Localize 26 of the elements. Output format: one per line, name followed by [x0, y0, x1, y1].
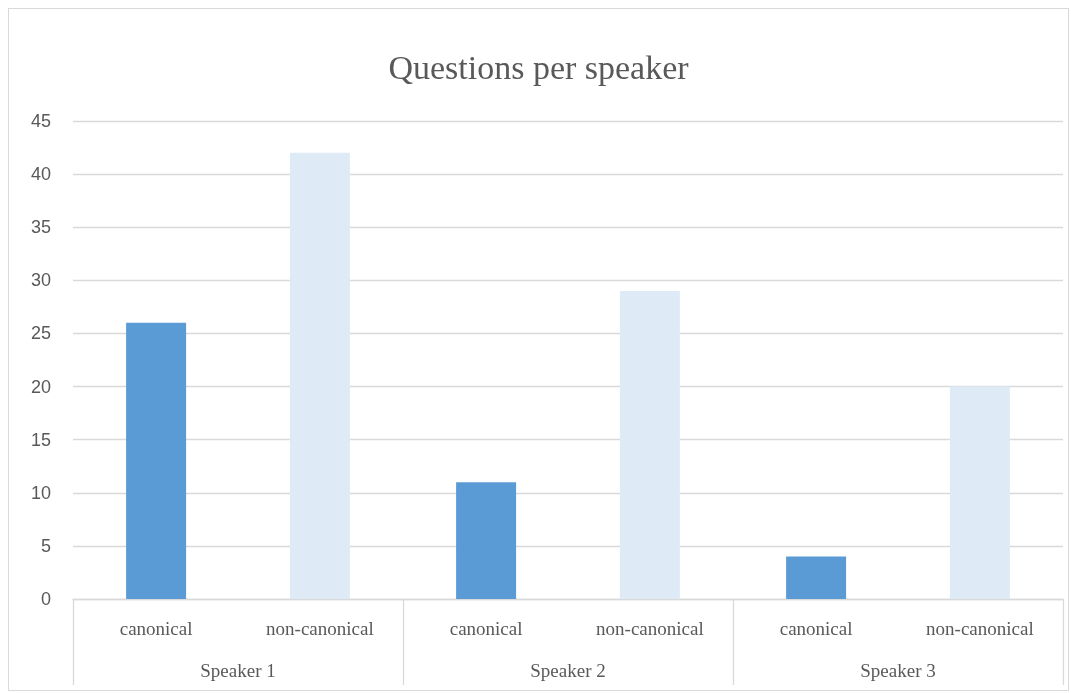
bar — [949, 386, 1010, 599]
y-tick-label: 25 — [30, 323, 51, 344]
bar — [619, 290, 680, 599]
bar — [456, 482, 517, 599]
y-tick-label: 30 — [30, 270, 51, 291]
chart-title: Questions per speaker — [388, 48, 690, 86]
bar — [786, 556, 847, 599]
y-tick-label: 35 — [30, 217, 51, 238]
x-tick-label: Speaker 2 — [530, 660, 606, 681]
series-label: canonical — [449, 618, 523, 639]
y-tick-label: 15 — [30, 429, 51, 450]
y-tick-label: 40 — [30, 164, 51, 185]
text: non-canonical — [596, 618, 704, 639]
x-tick-label: Speaker 3 — [860, 660, 936, 681]
y-tick-label: 5 — [40, 535, 51, 556]
bar — [289, 152, 350, 599]
bar — [126, 322, 187, 599]
text: canonical — [119, 618, 193, 639]
y-tick-label: 10 — [30, 482, 51, 503]
x-tick-label: Speaker 1 — [200, 660, 276, 681]
y-tick-label: 20 — [30, 376, 51, 397]
series-label: non-canonical — [266, 618, 374, 639]
y-tick-label: 0 — [40, 589, 51, 609]
y-tick-label: 45 — [30, 111, 51, 131]
text: non-canonical — [926, 618, 1034, 639]
text: canonical — [779, 618, 853, 639]
